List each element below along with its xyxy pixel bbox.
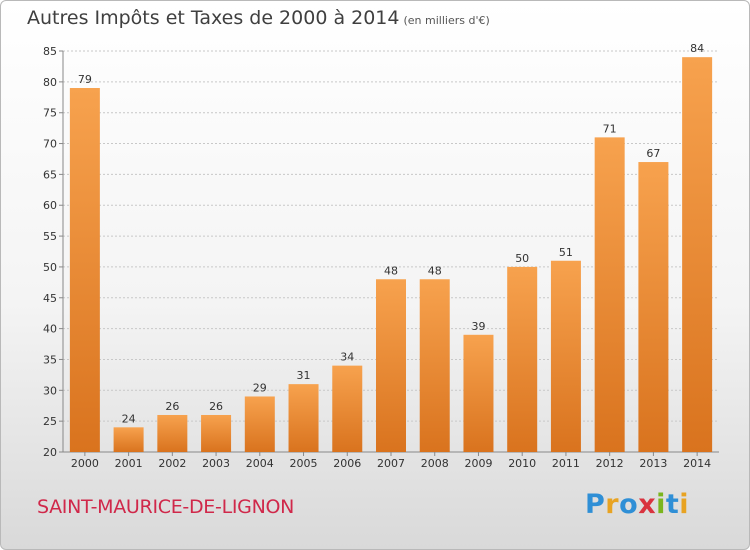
y-tick-label: 20 (43, 446, 57, 459)
logo-letter: P (585, 489, 606, 520)
x-tick-label: 2008 (421, 457, 449, 470)
bar-2001 (113, 427, 144, 452)
logo-letter: i (656, 489, 666, 520)
bar-2008 (419, 279, 450, 452)
value-label: 48 (428, 264, 442, 277)
x-tick-label: 2014 (683, 457, 711, 470)
x-tick-label: 2004 (246, 457, 274, 470)
value-label: 67 (646, 147, 660, 160)
labels: 20 25 30 35 40 45 50 55 60 65 70 75 80 85 2000 79 2001 24… (43, 42, 711, 470)
logo-letter: o (619, 489, 639, 520)
chart-subtitle: (en milliers d'€) (403, 14, 490, 27)
y-tick-label: 45 (43, 292, 57, 305)
x-tick-label: 2012 (596, 457, 624, 470)
y-tick-label: 55 (43, 230, 57, 243)
y-tick-label: 25 (43, 415, 57, 428)
x-tick-label: 2007 (377, 457, 405, 470)
y-tick-label: 70 (43, 138, 57, 151)
y-tick-label: 65 (43, 168, 57, 181)
bar-2011 (550, 260, 581, 452)
logo-letter: i (679, 489, 690, 520)
x-tick-label: 2006 (333, 457, 361, 470)
chart-title: Autres Impôts et Taxes de 2000 à 2014 (en… (27, 7, 490, 29)
x-tick-label: 2009 (464, 457, 492, 470)
value-label: 26 (209, 400, 223, 413)
bar-2003 (201, 414, 232, 452)
bar-2000 (69, 88, 100, 452)
bars (69, 57, 713, 453)
x-tick-label: 2000 (71, 457, 99, 470)
value-label: 51 (559, 246, 573, 259)
proxiti-logo: Proxiti (585, 489, 689, 520)
y-tick-label: 50 (43, 261, 57, 274)
x-tick-label: 2003 (202, 457, 230, 470)
value-label: 26 (165, 400, 179, 413)
commune-name: SAINT-MAURICE-DE-LIGNON (37, 496, 295, 518)
value-label: 71 (603, 122, 617, 135)
value-label: 79 (78, 73, 92, 86)
x-tick-label: 2002 (158, 457, 186, 470)
y-tick-label: 30 (43, 384, 57, 397)
value-label: 39 (471, 320, 485, 333)
y-tick-label: 85 (43, 45, 57, 58)
value-label: 34 (340, 351, 354, 364)
y-tick-label: 80 (43, 76, 57, 89)
x-tick-label: 2013 (639, 457, 667, 470)
value-label: 48 (384, 264, 398, 277)
value-label: 84 (690, 42, 704, 55)
bar-2013 (638, 162, 669, 453)
bar-2010 (507, 266, 538, 452)
value-label: 24 (122, 412, 136, 425)
bar-2007 (376, 279, 406, 452)
value-label: 50 (515, 252, 529, 265)
logo-letter: x (638, 489, 657, 520)
y-tick-label: 40 (43, 323, 57, 336)
y-tick-label: 35 (43, 353, 57, 366)
bar-2005 (288, 384, 319, 452)
bar-2004 (244, 396, 275, 452)
value-label: 31 (297, 369, 311, 382)
value-label: 29 (253, 381, 267, 394)
chart-title-text: Autres Impôts et Taxes de 2000 à 2014 (27, 7, 400, 29)
y-tick-label: 75 (43, 107, 57, 120)
logo-letter: r (605, 489, 620, 520)
bar-2009 (463, 334, 494, 452)
logo-letter: t (665, 489, 680, 520)
x-tick-label: 2001 (115, 457, 143, 470)
bar-2006 (332, 365, 363, 452)
bar-2012 (594, 137, 625, 452)
y-tick-label: 60 (43, 199, 57, 212)
x-tick-label: 2010 (508, 457, 536, 470)
bar-2014 (682, 57, 713, 453)
x-tick-label: 2005 (290, 457, 318, 470)
x-tick-label: 2011 (552, 457, 580, 470)
bar-2002 (157, 414, 188, 452)
